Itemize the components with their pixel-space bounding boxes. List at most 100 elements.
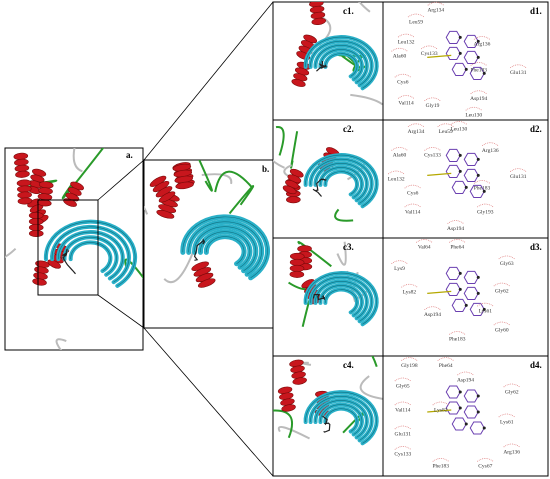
loop bbox=[297, 241, 332, 268]
residue-label: Ala60 bbox=[393, 153, 407, 159]
bond bbox=[427, 409, 452, 413]
panel-label: b. bbox=[262, 164, 269, 174]
helix-turn bbox=[286, 196, 301, 204]
ring bbox=[463, 152, 479, 166]
beta-edge bbox=[315, 281, 368, 319]
atom bbox=[476, 291, 480, 295]
helix-turn bbox=[311, 17, 327, 26]
atom bbox=[476, 55, 480, 59]
protein-cartoon bbox=[273, 126, 379, 222]
residue-label: Gly62 bbox=[495, 288, 509, 294]
cartoon-body bbox=[291, 2, 383, 106]
ring bbox=[469, 184, 485, 198]
ring bbox=[445, 46, 461, 60]
residue-label: Lys82 bbox=[403, 290, 417, 296]
helix-turn bbox=[292, 377, 307, 385]
residue-label: Cys133 bbox=[424, 153, 441, 159]
zoom-line bbox=[97, 294, 145, 329]
helix-turn bbox=[291, 78, 306, 87]
residue-label: Gly62 bbox=[505, 389, 519, 395]
loop bbox=[359, 375, 383, 400]
atom bbox=[476, 410, 480, 414]
panel-label: c4. bbox=[343, 360, 354, 370]
beta-edge bbox=[320, 404, 363, 435]
helix-turn bbox=[156, 209, 175, 219]
atom bbox=[458, 271, 462, 275]
beta-edge bbox=[320, 167, 363, 198]
ring bbox=[451, 62, 467, 76]
residue-label: Leu59 bbox=[439, 129, 453, 135]
atom bbox=[458, 287, 462, 291]
helix-turn bbox=[32, 278, 47, 286]
helix bbox=[289, 359, 307, 385]
residue-label: Cys6 bbox=[407, 190, 419, 196]
helix bbox=[282, 168, 304, 195]
panel-label: c2. bbox=[343, 124, 354, 134]
helix-turn bbox=[297, 245, 312, 253]
atom bbox=[458, 153, 462, 157]
ligand bbox=[193, 238, 206, 261]
beta-edge bbox=[310, 395, 373, 441]
residue-label: Cys67 bbox=[478, 464, 492, 470]
ligand-2d bbox=[427, 30, 486, 80]
residue-label: Lys9 bbox=[394, 266, 405, 272]
ligand-2d bbox=[427, 385, 486, 435]
ring bbox=[463, 405, 479, 419]
panel-label: d3. bbox=[530, 242, 542, 252]
residue-label: Val114 bbox=[395, 407, 411, 413]
panel-label: c3. bbox=[343, 242, 354, 252]
atom bbox=[476, 157, 480, 161]
ring bbox=[463, 168, 479, 182]
ring bbox=[445, 401, 461, 415]
helix bbox=[191, 261, 216, 288]
helix bbox=[37, 181, 54, 207]
residue-label: Leu132 bbox=[398, 39, 415, 45]
beta-edge bbox=[51, 226, 130, 283]
residue-label: Arg136 bbox=[482, 148, 499, 154]
panel-label: a. bbox=[126, 150, 133, 160]
cartoon-body bbox=[144, 160, 270, 288]
residue-label: Phe183 bbox=[474, 186, 491, 192]
residue-label: Asp194 bbox=[447, 226, 464, 232]
ligand bbox=[312, 293, 325, 301]
helix bbox=[16, 179, 33, 205]
ligand bbox=[316, 60, 329, 72]
atom bbox=[464, 303, 468, 307]
residue-label: Gly19 bbox=[426, 103, 440, 109]
residue-label: Gly193 bbox=[477, 209, 494, 215]
cartoon-body bbox=[5, 148, 143, 350]
loop bbox=[290, 131, 299, 169]
residue-label: Asp194 bbox=[470, 96, 487, 102]
beta-edge bbox=[206, 236, 245, 264]
ring bbox=[463, 34, 479, 48]
helix-turn bbox=[15, 170, 30, 178]
ring bbox=[445, 282, 461, 296]
atom bbox=[482, 189, 486, 193]
beta-edge bbox=[182, 216, 268, 279]
ring bbox=[469, 302, 485, 316]
helix-turn bbox=[28, 217, 44, 225]
loop bbox=[163, 251, 195, 284]
atom bbox=[458, 406, 462, 410]
atom bbox=[458, 390, 462, 394]
residue-label: Asp194 bbox=[457, 377, 474, 383]
panel-frame bbox=[382, 237, 549, 357]
atom bbox=[464, 185, 468, 189]
helix bbox=[309, 2, 327, 26]
bond bbox=[427, 172, 452, 176]
residue-label: Arg134 bbox=[408, 129, 425, 135]
bond bbox=[427, 290, 452, 294]
zoom-line bbox=[97, 159, 145, 201]
ligand-2d bbox=[427, 148, 486, 198]
residue-label: Arg136 bbox=[474, 42, 491, 48]
loop bbox=[144, 206, 149, 215]
beta-edge bbox=[320, 285, 363, 316]
panel-frame bbox=[382, 1, 549, 121]
ligand bbox=[322, 415, 331, 433]
ring bbox=[469, 421, 485, 435]
loop bbox=[334, 208, 354, 222]
loop bbox=[214, 170, 254, 193]
helix bbox=[172, 163, 194, 190]
ring bbox=[463, 270, 479, 284]
residue-label: Val114 bbox=[405, 209, 421, 215]
